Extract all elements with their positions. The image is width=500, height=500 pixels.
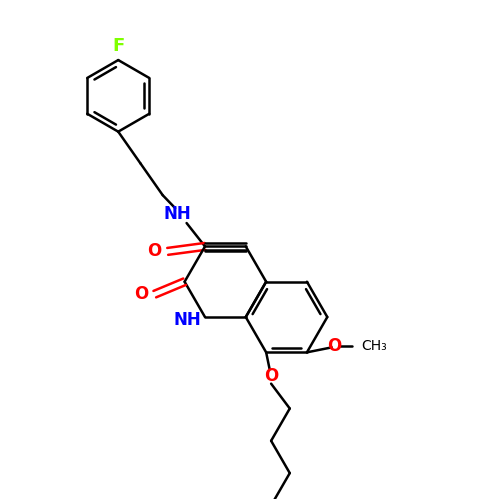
Text: NH: NH xyxy=(164,205,192,223)
Text: F: F xyxy=(112,37,124,55)
Text: O: O xyxy=(147,242,161,260)
Text: CH₃: CH₃ xyxy=(362,340,388,353)
Text: NH: NH xyxy=(174,310,201,328)
Text: O: O xyxy=(264,367,278,385)
Text: O: O xyxy=(134,285,149,303)
Text: O: O xyxy=(327,338,342,355)
